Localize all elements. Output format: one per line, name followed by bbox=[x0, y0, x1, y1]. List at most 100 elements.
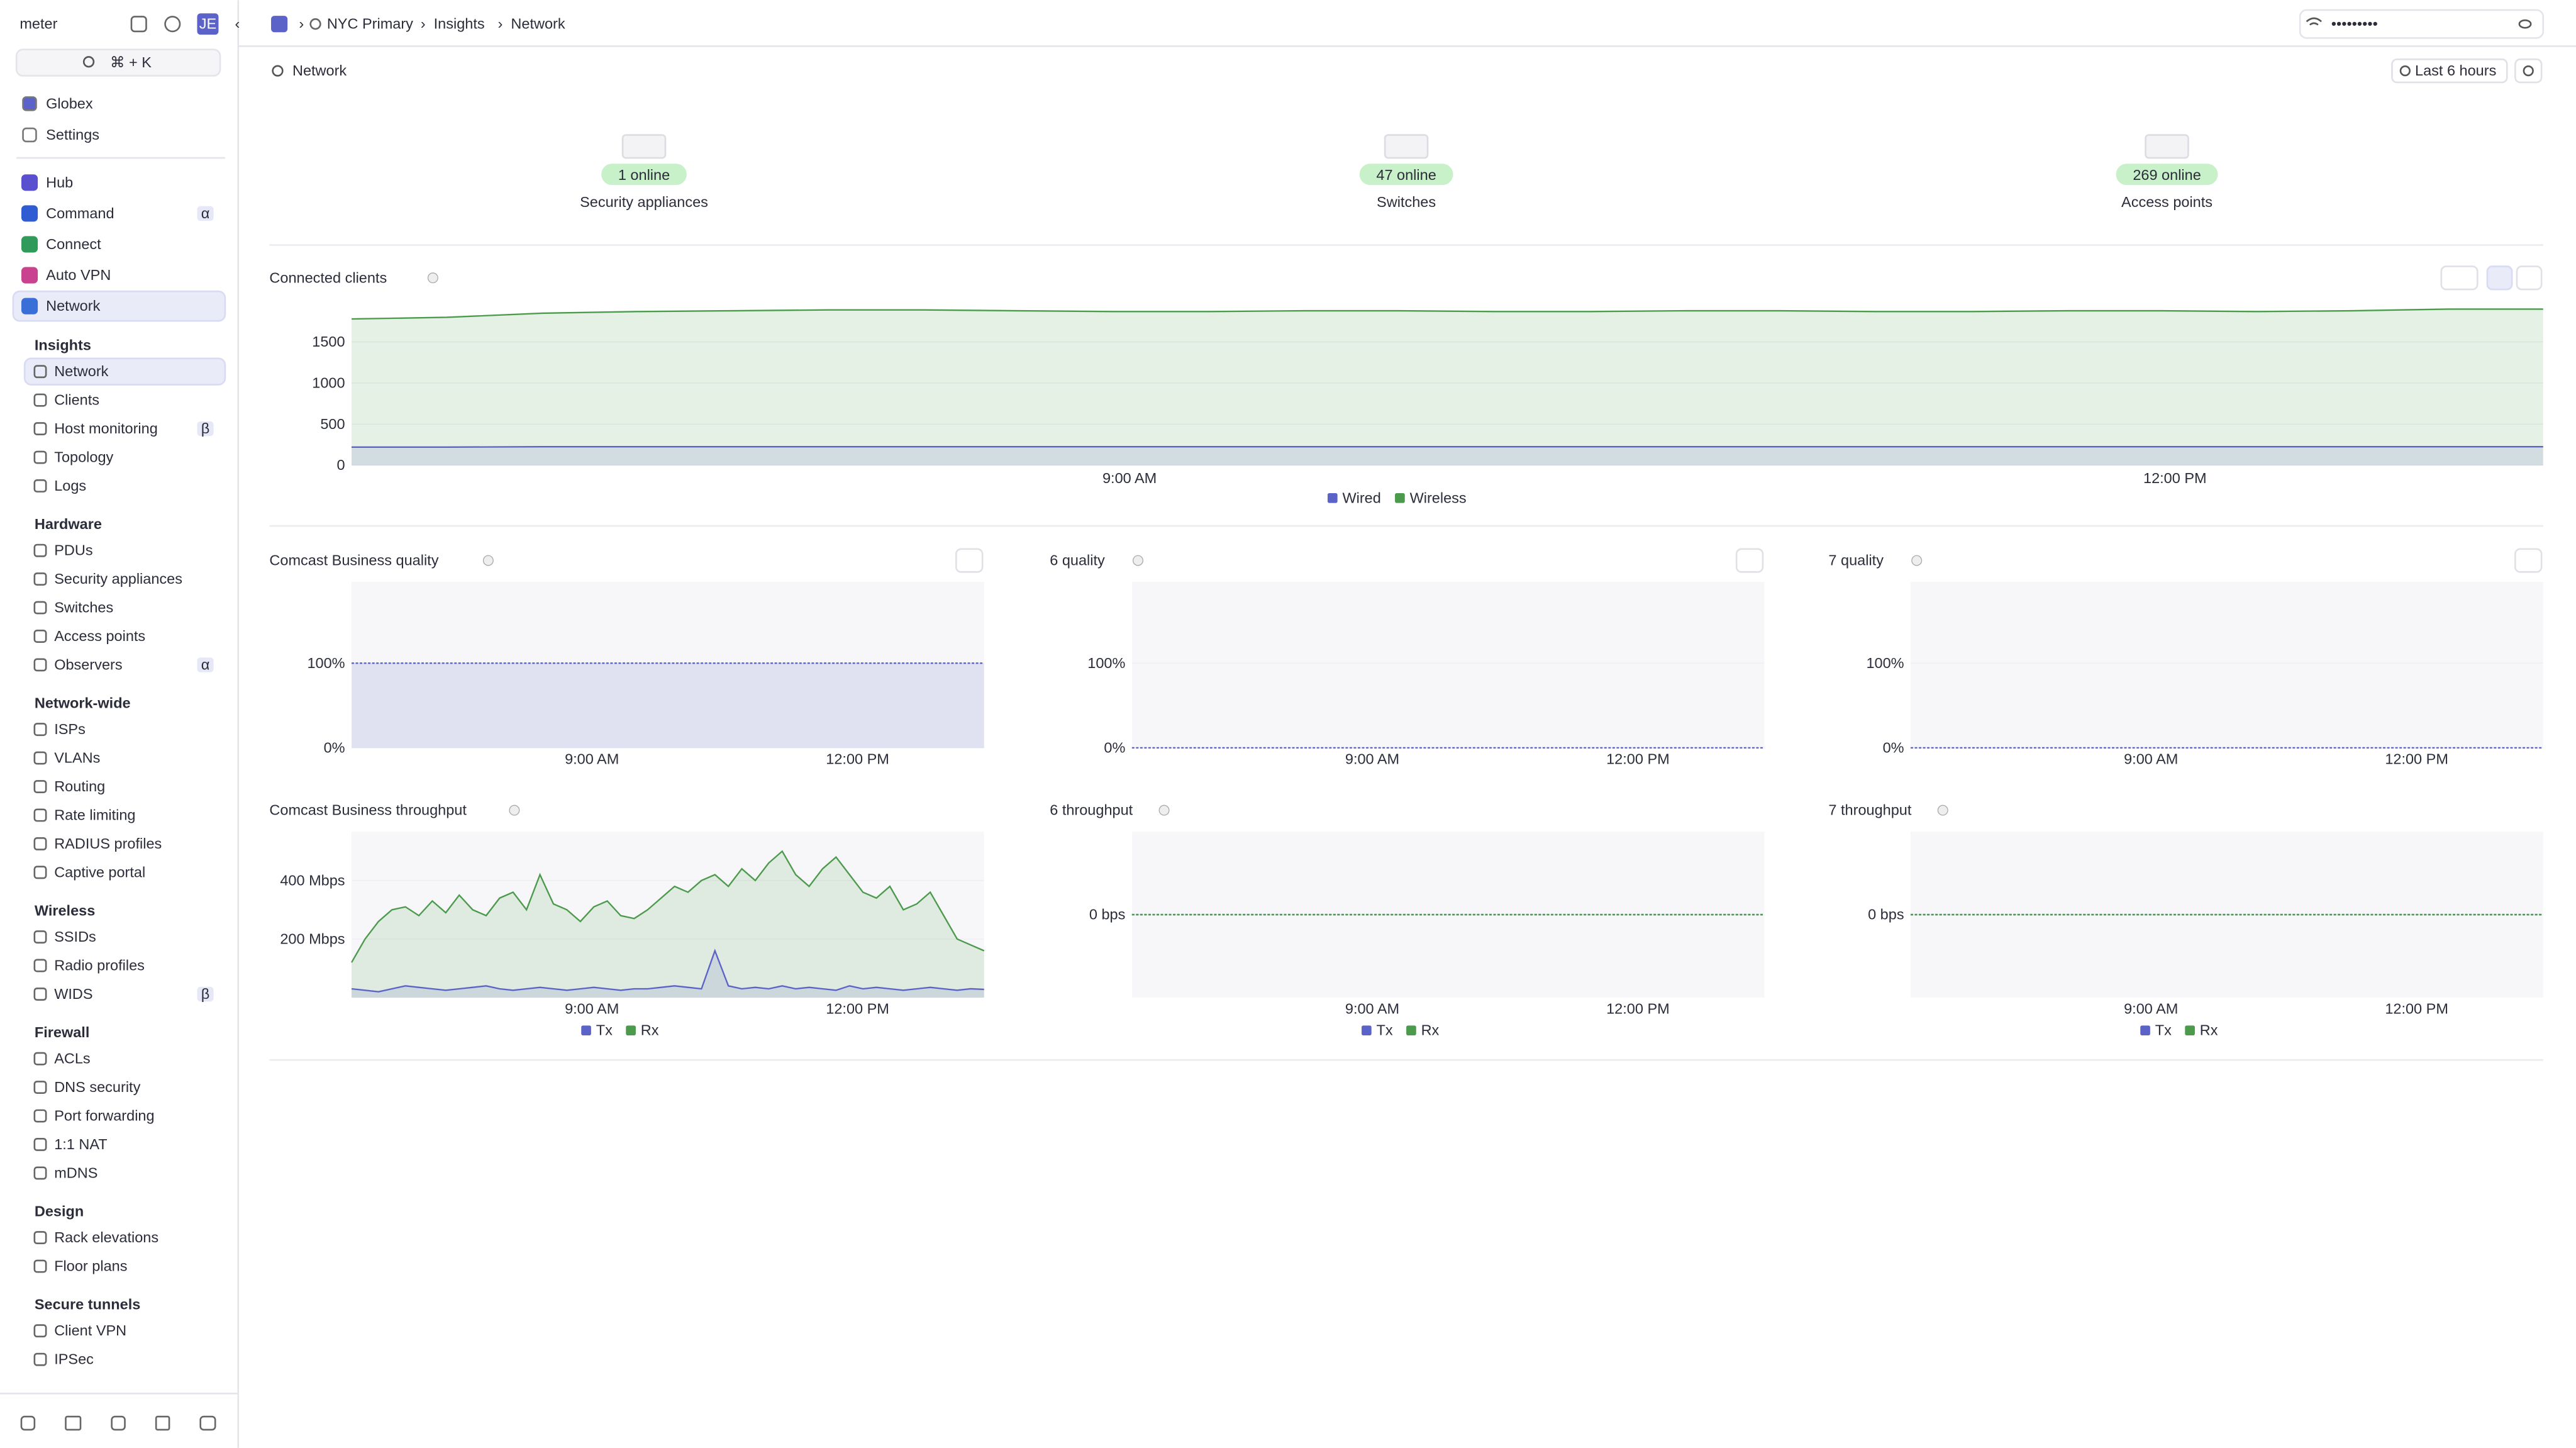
plot-area bbox=[352, 832, 984, 998]
nav-item[interactable]: Access points bbox=[54, 628, 145, 644]
chart-toggle[interactable] bbox=[2486, 265, 2513, 291]
nav-item[interactable]: Logs bbox=[54, 477, 86, 494]
section-header[interactable]: Secure tunnels bbox=[35, 1296, 140, 1312]
section-header[interactable]: Design bbox=[35, 1203, 84, 1219]
nav-icon bbox=[33, 1166, 47, 1180]
x-tick-label: 9:00 AM bbox=[1345, 751, 1399, 767]
help-icon[interactable] bbox=[1911, 555, 1923, 566]
nav-item[interactable]: IPSec bbox=[54, 1351, 94, 1367]
nav-icon bbox=[33, 959, 47, 972]
time-range-button[interactable] bbox=[2391, 58, 2508, 84]
nav-icon bbox=[33, 866, 47, 879]
badge bbox=[197, 206, 214, 221]
nav-item[interactable]: Clients bbox=[54, 392, 99, 408]
chart-toggle[interactable] bbox=[2516, 265, 2543, 291]
nav-item[interactable]: mDNS bbox=[54, 1164, 97, 1181]
nav-item[interactable]: SSIDs bbox=[54, 928, 96, 945]
section-header[interactable]: Firewall bbox=[35, 1024, 90, 1040]
help-icon[interactable] bbox=[1133, 555, 1143, 566]
nav-item[interactable]: DNS security bbox=[54, 1079, 140, 1095]
selected-bg bbox=[12, 290, 226, 322]
nav-item[interactable]: Switches bbox=[54, 599, 113, 616]
nav-item[interactable]: PDUs bbox=[54, 542, 92, 559]
legend-swatch bbox=[2140, 1025, 2150, 1036]
alert-button[interactable] bbox=[1735, 548, 1764, 573]
icon[interactable] bbox=[111, 1415, 126, 1431]
nav-item[interactable]: Floor plans bbox=[54, 1258, 127, 1274]
legend-swatch bbox=[2185, 1025, 2195, 1036]
nav-item[interactable]: Rack elevations bbox=[54, 1229, 158, 1245]
nav-item[interactable]: ACLs bbox=[54, 1050, 90, 1067]
nav-item[interactable]: ISPs bbox=[54, 721, 86, 737]
nav-item[interactable]: Hub bbox=[46, 174, 73, 191]
help-icon[interactable] bbox=[427, 272, 438, 284]
nav-item[interactable]: 1:1 NAT bbox=[54, 1136, 107, 1152]
icon[interactable] bbox=[20, 1415, 36, 1431]
nav-item[interactable]: Port forwarding bbox=[54, 1108, 154, 1124]
refresh-button[interactable] bbox=[2514, 58, 2543, 84]
nav-icon bbox=[33, 1231, 47, 1245]
chart-title: 7 quality bbox=[1828, 552, 1884, 569]
selected-bg bbox=[23, 357, 226, 386]
section-header[interactable]: Network-wide bbox=[35, 694, 131, 711]
section-header[interactable]: Hardware bbox=[35, 516, 102, 532]
alert-button[interactable] bbox=[2514, 548, 2543, 573]
chart-title: 6 quality bbox=[1050, 552, 1105, 569]
x-tick-label: 9:00 AM bbox=[2124, 1001, 2178, 1017]
breadcrumb[interactable]: Insights bbox=[434, 16, 485, 32]
section-header[interactable]: Insights bbox=[35, 337, 91, 353]
nav-item[interactable]: WIDS bbox=[54, 986, 92, 1002]
nav-icon bbox=[33, 1109, 47, 1123]
nav-item[interactable]: Routing bbox=[54, 778, 105, 794]
breadcrumb[interactable]: NYC Primary bbox=[327, 16, 413, 32]
search-box[interactable] bbox=[15, 48, 221, 77]
nav-item[interactable]: Observers bbox=[54, 656, 122, 672]
y-tick-label: 0% bbox=[1104, 739, 1125, 755]
nav-item[interactable]: Network bbox=[46, 298, 100, 314]
breadcrumb[interactable]: Network bbox=[511, 16, 565, 32]
avatar[interactable] bbox=[197, 13, 219, 35]
help-icon[interactable] bbox=[509, 805, 520, 816]
nav-item[interactable]: Auto VPN bbox=[46, 267, 111, 283]
nav-icon bbox=[33, 930, 47, 944]
nav-icon bbox=[33, 450, 47, 464]
chart-title: 7 throughput bbox=[1828, 802, 1911, 818]
nav-item[interactable]: Settings bbox=[46, 126, 99, 143]
nav-item[interactable]: Topology bbox=[54, 449, 113, 465]
breadcrumb-separator: › bbox=[498, 16, 503, 32]
chart-menu[interactable] bbox=[2440, 265, 2479, 291]
icon[interactable] bbox=[199, 1415, 216, 1431]
badge bbox=[197, 986, 214, 1002]
nav-item[interactable]: Rate limiting bbox=[54, 806, 135, 823]
nav-icon bbox=[33, 1352, 47, 1366]
icon[interactable] bbox=[130, 16, 147, 33]
nav-item[interactable]: Host monitoring bbox=[54, 420, 158, 437]
legend-swatch bbox=[1406, 1025, 1416, 1036]
nav-item[interactable]: RADIUS profiles bbox=[54, 835, 162, 852]
nav-item[interactable]: Client VPN bbox=[54, 1322, 126, 1339]
search-shortcut: ⌘ + K bbox=[110, 54, 152, 70]
app-icon bbox=[21, 205, 38, 222]
help-icon[interactable] bbox=[1937, 805, 1948, 816]
nav-item[interactable]: Security appliances bbox=[54, 571, 182, 587]
nav-item[interactable]: Globex bbox=[46, 95, 93, 111]
x-tick-label: 9:00 AM bbox=[2124, 751, 2178, 767]
nav-item[interactable]: Command bbox=[46, 205, 114, 221]
collapse-icon[interactable]: ‹ bbox=[235, 16, 240, 32]
help-icon[interactable] bbox=[1158, 805, 1170, 816]
notifications-icon[interactable] bbox=[164, 16, 181, 33]
nav-item[interactable]: VLANs bbox=[54, 750, 100, 766]
x-tick-label: 12:00 PM bbox=[2143, 470, 2207, 486]
nav-icon bbox=[33, 1052, 47, 1066]
icon[interactable] bbox=[65, 1415, 82, 1431]
nav-item[interactable]: Radio profiles bbox=[54, 957, 145, 974]
nav-item[interactable]: Captive portal bbox=[54, 864, 145, 880]
nav-item[interactable]: Connect bbox=[46, 236, 101, 252]
alert-button[interactable] bbox=[955, 548, 984, 573]
help-icon[interactable] bbox=[482, 555, 494, 566]
section-header[interactable]: Wireless bbox=[35, 902, 95, 918]
nav-item[interactable]: Network bbox=[54, 363, 108, 379]
icon[interactable] bbox=[155, 1415, 170, 1431]
show-password-icon[interactable] bbox=[2518, 19, 2532, 29]
